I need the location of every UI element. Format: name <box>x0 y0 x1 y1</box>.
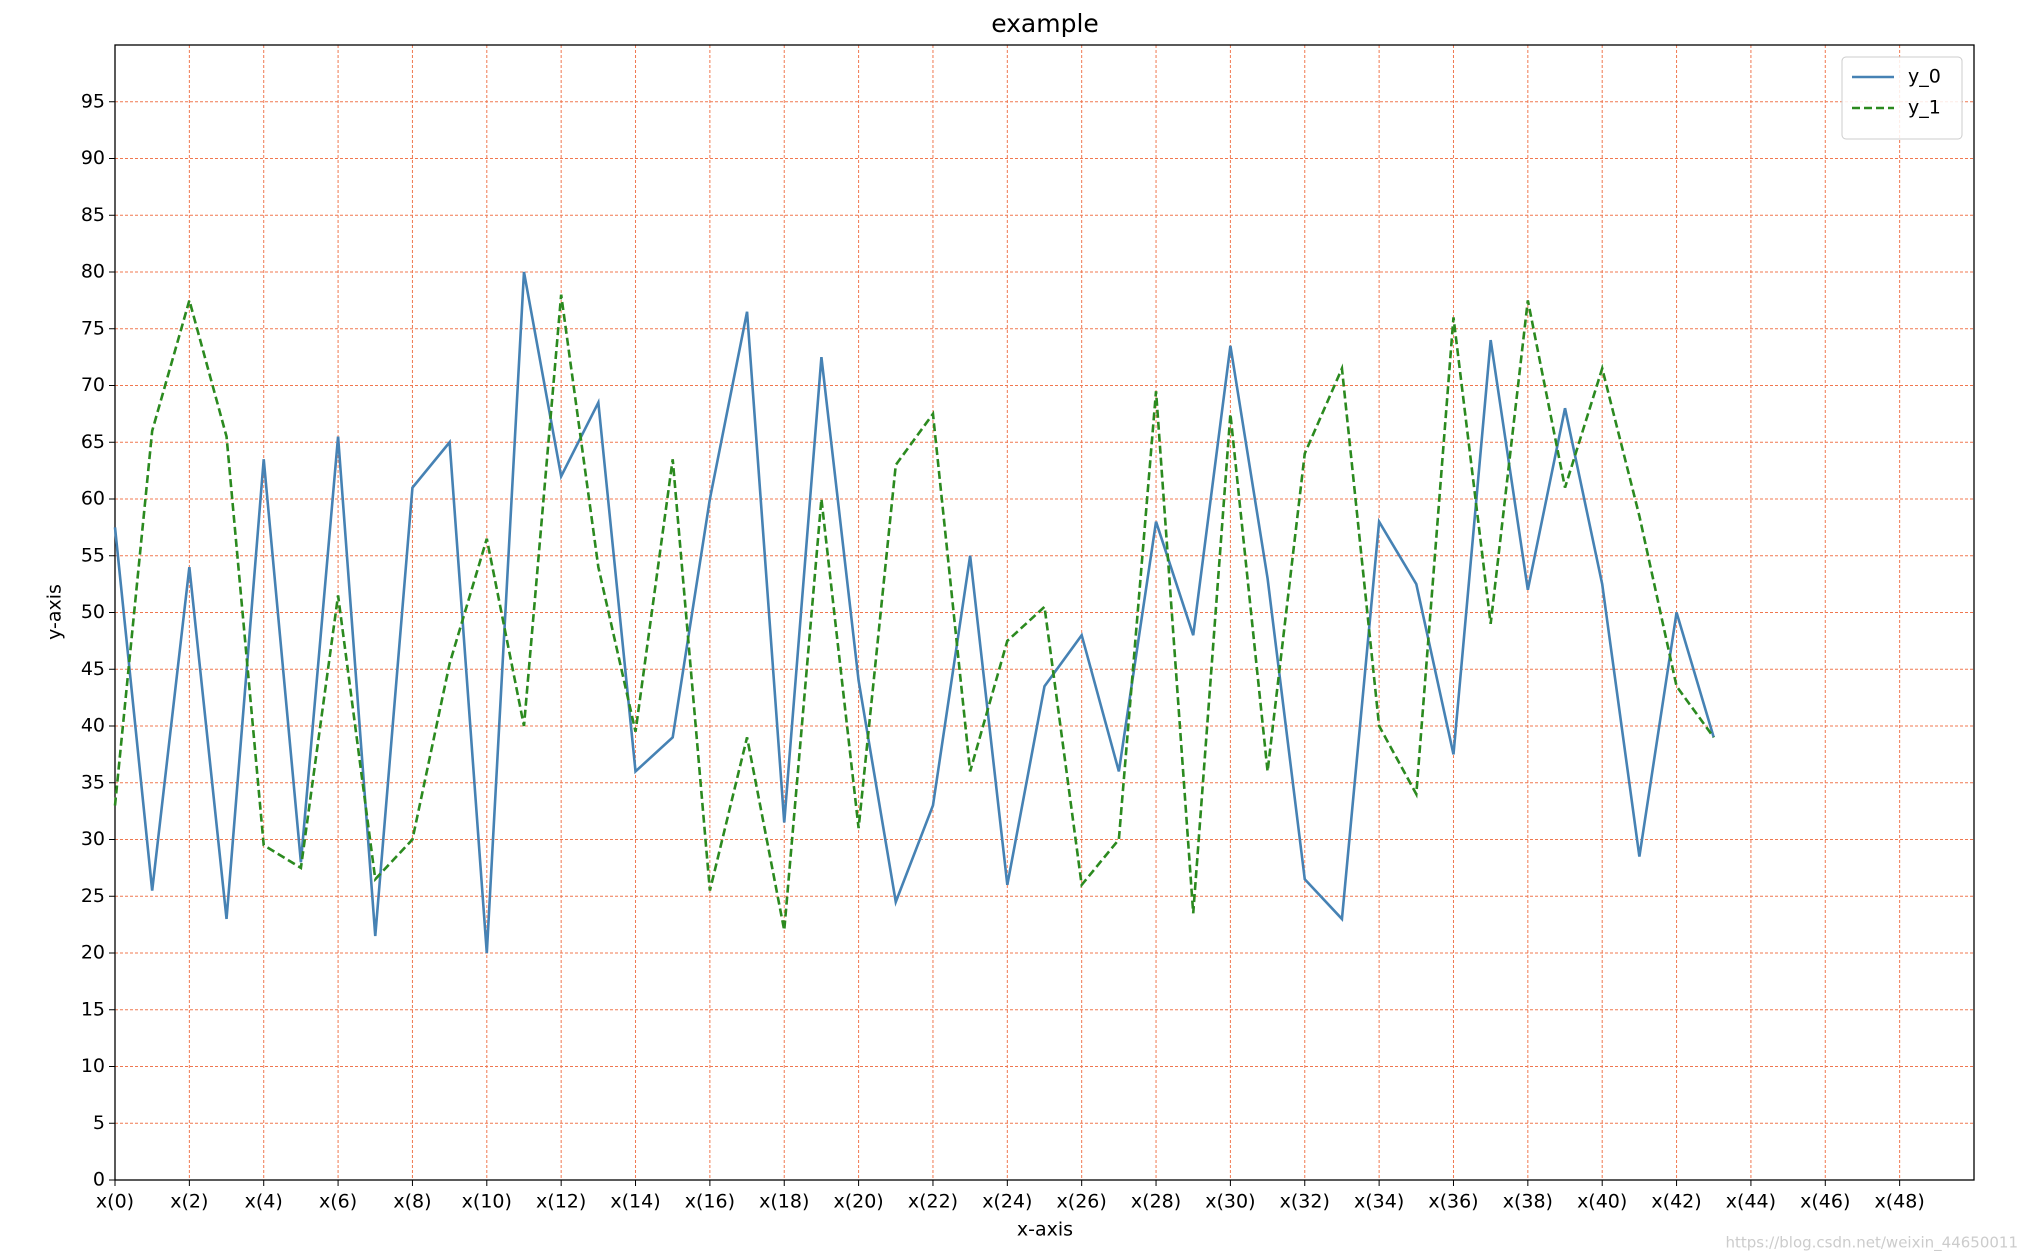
x-tick-label: x(30) <box>1205 1191 1255 1213</box>
x-tick-label: x(36) <box>1428 1191 1478 1213</box>
x-tick-label: x(12) <box>536 1191 586 1213</box>
x-tick-label: x(28) <box>1131 1191 1181 1213</box>
y-tick-label: 25 <box>81 885 105 907</box>
x-tick-label: x(20) <box>833 1191 883 1213</box>
y-tick-label: 15 <box>81 998 105 1020</box>
x-tick-label: x(44) <box>1726 1191 1776 1213</box>
x-tick-label: x(42) <box>1651 1191 1701 1213</box>
legend-box <box>1841 56 1963 140</box>
line-series <box>113 294 1715 931</box>
y-tick-label: 50 <box>81 601 105 623</box>
y-tick-label: 45 <box>81 658 105 680</box>
y-tick-label: 0 <box>93 1169 105 1191</box>
y-tick-label: 95 <box>81 90 105 112</box>
line-series <box>113 271 1715 954</box>
y-tick-label: 70 <box>81 374 105 396</box>
x-tick-label: x(40) <box>1577 1191 1627 1213</box>
x-tick-label: x(22) <box>908 1191 958 1213</box>
y-tick-label: 75 <box>81 317 105 339</box>
y-tick-label: 20 <box>81 942 105 964</box>
x-tick-label: x(34) <box>1354 1191 1404 1213</box>
watermark: https://blog.csdn.net/weixin_44650011 <box>1725 1234 2018 1253</box>
legend-label: y_1 <box>1908 97 1941 119</box>
x-tick-label: x(46) <box>1800 1191 1850 1213</box>
x-tick-label: x(8) <box>393 1191 431 1213</box>
y-tick-label: 30 <box>81 828 105 850</box>
y-tick-label: 40 <box>81 715 105 737</box>
x-tick-label: x(26) <box>1057 1191 1107 1213</box>
y-tick-label: 90 <box>81 147 105 169</box>
plot-frame <box>114 44 1975 1181</box>
x-tick-label: x(2) <box>170 1191 208 1213</box>
x-tick-label: x(32) <box>1280 1191 1330 1213</box>
y-axis-label: y-axis <box>44 584 66 640</box>
x-tick-label: x(6) <box>319 1191 357 1213</box>
y-tick-label: 35 <box>81 771 105 793</box>
y-tick-label: 60 <box>81 488 105 510</box>
x-tick-label: x(4) <box>245 1191 283 1213</box>
y-tick-label: 85 <box>81 204 105 226</box>
chart-title: example <box>991 9 1099 38</box>
x-tick-label: x(24) <box>982 1191 1032 1213</box>
y-tick-label: 10 <box>81 1055 105 1077</box>
x-tick-label: x(18) <box>759 1191 809 1213</box>
y-tick-label: 5 <box>93 1112 105 1134</box>
x-tick-label: x(48) <box>1875 1191 1925 1213</box>
x-tick-label: x(16) <box>685 1191 735 1213</box>
x-axis-label: x-axis <box>1017 1219 1073 1241</box>
x-tick-label: x(10) <box>462 1191 512 1213</box>
y-tick-label: 55 <box>81 544 105 566</box>
x-tick-label: x(0) <box>96 1191 134 1213</box>
y-tick-label: 65 <box>81 431 105 453</box>
legend-label: y_0 <box>1908 66 1941 88</box>
x-tick-label: x(38) <box>1503 1191 1553 1213</box>
y-tick-label: 80 <box>81 261 105 283</box>
x-tick-label: x(14) <box>610 1191 660 1213</box>
